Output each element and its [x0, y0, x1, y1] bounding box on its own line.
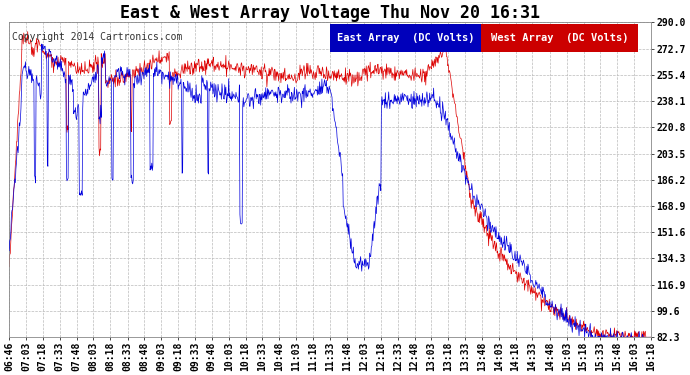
FancyBboxPatch shape: [481, 24, 638, 52]
Title: East & West Array Voltage Thu Nov 20 16:31: East & West Array Voltage Thu Nov 20 16:…: [120, 4, 540, 22]
FancyBboxPatch shape: [330, 24, 481, 52]
Text: East Array  (DC Volts): East Array (DC Volts): [337, 33, 474, 43]
Text: West Array  (DC Volts): West Array (DC Volts): [491, 33, 628, 43]
Text: Copyright 2014 Cartronics.com: Copyright 2014 Cartronics.com: [12, 32, 183, 42]
